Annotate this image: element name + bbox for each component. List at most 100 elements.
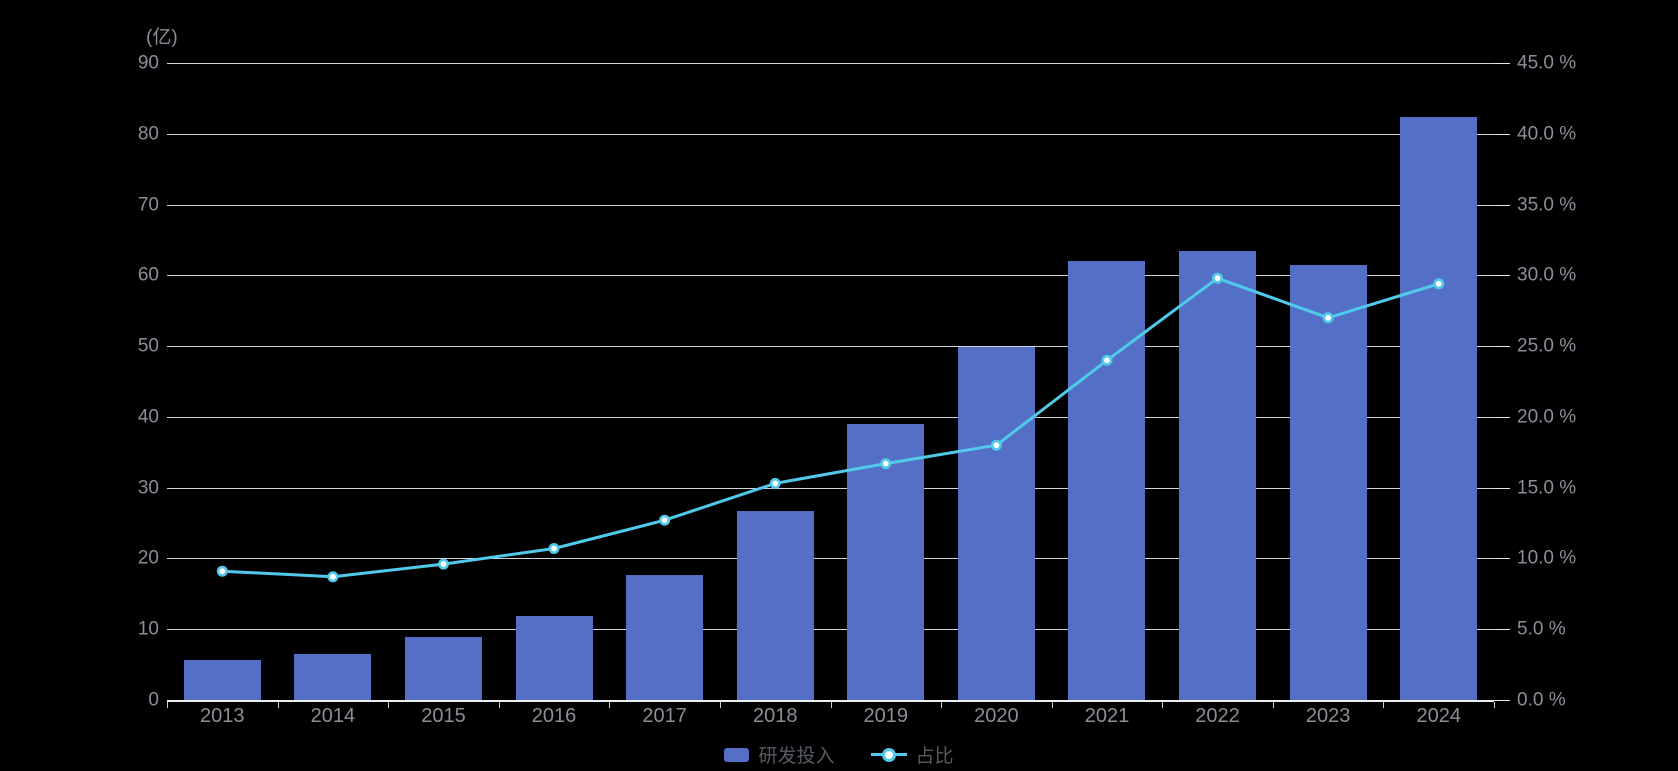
left-axis-label-60: 60 bbox=[137, 264, 159, 286]
x-axis-label-2014: 2014 bbox=[310, 705, 356, 727]
legend-label-bar-series: 研发投入 bbox=[758, 746, 835, 767]
right-axis-label-30.0%: 30.0 % bbox=[1517, 264, 1577, 286]
right-axis-tick bbox=[1494, 346, 1510, 348]
bar-2020[interactable] bbox=[957, 346, 1035, 700]
line-point-2014[interactable] bbox=[327, 571, 339, 583]
right-axis-tick bbox=[1494, 487, 1510, 489]
left-axis-label-40: 40 bbox=[137, 406, 159, 428]
left-axis-label-70: 70 bbox=[137, 194, 159, 216]
right-axis-label-35.0%: 35.0 % bbox=[1517, 194, 1577, 216]
x-axis-label-2019: 2019 bbox=[863, 705, 909, 727]
x-axis-label-2022: 2022 bbox=[1195, 705, 1240, 727]
left-axis-label-80: 80 bbox=[137, 123, 159, 145]
left-axis-label-30: 30 bbox=[137, 477, 159, 499]
left-axis-label-10: 10 bbox=[137, 618, 159, 640]
line-point-2020[interactable] bbox=[990, 439, 1002, 451]
x-axis-tick bbox=[388, 702, 390, 708]
right-axis-tick bbox=[1494, 204, 1510, 206]
bar-2017[interactable] bbox=[626, 575, 704, 700]
bar-2023[interactable] bbox=[1289, 264, 1367, 700]
ratio-line bbox=[222, 276, 1440, 579]
gridline-90 bbox=[167, 63, 1494, 64]
right-axis-tick bbox=[1494, 700, 1510, 701]
x-axis-label-2024: 2024 bbox=[1416, 705, 1461, 727]
gridline-50 bbox=[167, 346, 1494, 348]
x-axis-label-2017: 2017 bbox=[642, 705, 687, 727]
right-axis-tick bbox=[1494, 416, 1510, 418]
right-axis-label-40.0%: 40.0 % bbox=[1517, 123, 1577, 145]
legend-item-line-series[interactable]: 占比 bbox=[870, 741, 954, 768]
bar-series-swatch-icon bbox=[724, 747, 750, 762]
right-axis-tick bbox=[1494, 629, 1510, 631]
gridline-10 bbox=[167, 629, 1494, 631]
left-axis-unit-label: (亿) bbox=[146, 27, 178, 48]
left-axis-label-50: 50 bbox=[137, 335, 159, 357]
bar-2013[interactable] bbox=[183, 660, 261, 700]
bar-2024[interactable] bbox=[1400, 117, 1478, 700]
x-axis-tick bbox=[609, 702, 611, 708]
left-axis-label-0: 0 bbox=[148, 689, 159, 711]
line-point-2016[interactable] bbox=[548, 542, 560, 554]
right-axis-label-20.0%: 20.0 % bbox=[1517, 406, 1577, 428]
x-axis-label-2023: 2023 bbox=[1305, 705, 1351, 727]
line-point-2022[interactable] bbox=[1212, 272, 1224, 284]
bar-2018[interactable] bbox=[736, 511, 814, 700]
gridline-60 bbox=[167, 275, 1494, 277]
x-axis-label-2013: 2013 bbox=[200, 705, 245, 727]
right-axis-label-45.0%: 45.0 % bbox=[1517, 52, 1577, 74]
line-point-2015[interactable] bbox=[437, 558, 449, 570]
right-axis-tick bbox=[1494, 275, 1510, 277]
bar-2019[interactable] bbox=[847, 423, 925, 700]
bar-2014[interactable] bbox=[294, 653, 372, 700]
chart-legend: 研发投入 占比 bbox=[0, 741, 1678, 768]
line-point-2024[interactable] bbox=[1433, 278, 1445, 290]
line-point-2019[interactable] bbox=[880, 458, 892, 470]
line-point-2021[interactable] bbox=[1101, 354, 1113, 366]
line-point-2018[interactable] bbox=[769, 477, 781, 489]
x-axis-label-2016: 2016 bbox=[531, 705, 577, 727]
legend-item-bar-series[interactable]: 研发投入 bbox=[724, 741, 835, 768]
gridline-30 bbox=[167, 487, 1494, 489]
x-axis-tick bbox=[941, 702, 943, 708]
x-axis-tick bbox=[1272, 702, 1274, 708]
x-axis-tick bbox=[277, 702, 279, 708]
right-axis-label-10.0%: 10.0 % bbox=[1517, 547, 1577, 569]
left-axis-label-20: 20 bbox=[137, 547, 159, 569]
right-axis-label-0.0%: 0.0 % bbox=[1517, 689, 1566, 711]
bar-2022[interactable] bbox=[1179, 250, 1257, 700]
x-axis-line bbox=[167, 700, 1494, 702]
legend-label-line-series: 占比 bbox=[915, 746, 954, 767]
line-series-dot-icon bbox=[870, 747, 907, 763]
right-axis-tick bbox=[1494, 558, 1510, 560]
x-axis-tick bbox=[1051, 702, 1053, 708]
bar-2015[interactable] bbox=[404, 637, 482, 700]
x-axis-tick bbox=[830, 702, 832, 708]
line-point-2023[interactable] bbox=[1322, 312, 1334, 324]
x-axis-tick bbox=[167, 702, 168, 708]
gridline-80 bbox=[167, 133, 1494, 135]
right-axis-label-15.0%: 15.0 % bbox=[1517, 477, 1577, 499]
x-axis-tick bbox=[1383, 702, 1385, 708]
x-axis-label-2015: 2015 bbox=[421, 705, 466, 727]
line-point-2017[interactable] bbox=[659, 514, 671, 526]
x-axis-tick bbox=[498, 702, 500, 708]
x-axis-tick bbox=[719, 702, 721, 708]
bar-2016[interactable] bbox=[515, 616, 593, 700]
right-axis-label-25.0%: 25.0 % bbox=[1517, 335, 1577, 357]
gridline-20 bbox=[167, 558, 1494, 560]
right-axis-tick bbox=[1494, 63, 1510, 64]
x-axis-label-2021: 2021 bbox=[1084, 705, 1130, 727]
right-axis-tick bbox=[1494, 133, 1510, 135]
bar-2021[interactable] bbox=[1068, 261, 1146, 700]
left-axis-label-90: 90 bbox=[137, 52, 159, 74]
x-axis-label-2018: 2018 bbox=[752, 705, 798, 727]
gridline-40 bbox=[167, 416, 1494, 418]
x-axis-tick bbox=[1494, 702, 1495, 708]
x-axis-tick bbox=[1162, 702, 1164, 708]
right-axis-label-5.0%: 5.0 % bbox=[1517, 618, 1566, 640]
line-point-2013[interactable] bbox=[216, 565, 228, 577]
x-axis-label-2020: 2020 bbox=[974, 705, 1019, 727]
gridline-70 bbox=[167, 204, 1494, 206]
